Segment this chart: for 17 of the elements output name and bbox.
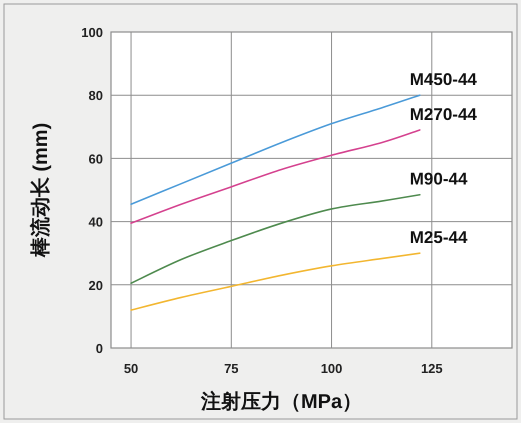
y-tick-label: 100 — [81, 25, 103, 40]
line-series — [130, 252, 421, 311]
series-label: M450-44 — [410, 70, 478, 90]
series-label: M90-44 — [410, 170, 468, 189]
y-tick-label: 60 — [88, 151, 103, 166]
series-label: M270-44 — [410, 104, 478, 124]
x-tick-label: 50 — [124, 361, 138, 376]
series-label: M25-44 — [410, 228, 468, 248]
y-tick-label: 0 — [96, 341, 103, 356]
x-axis-title: 注射压力（MPa） — [200, 390, 362, 413]
x-tick-label: 125 — [420, 361, 443, 376]
x-tick-label: 75 — [224, 361, 239, 376]
y-tick-label: 80 — [88, 88, 103, 104]
y-tick-label: 20 — [88, 278, 103, 293]
x-tick-label: 100 — [320, 361, 342, 376]
y-axis-title: 棒流动长 (mm) — [29, 122, 52, 258]
y-tick-label: 40 — [88, 214, 103, 230]
